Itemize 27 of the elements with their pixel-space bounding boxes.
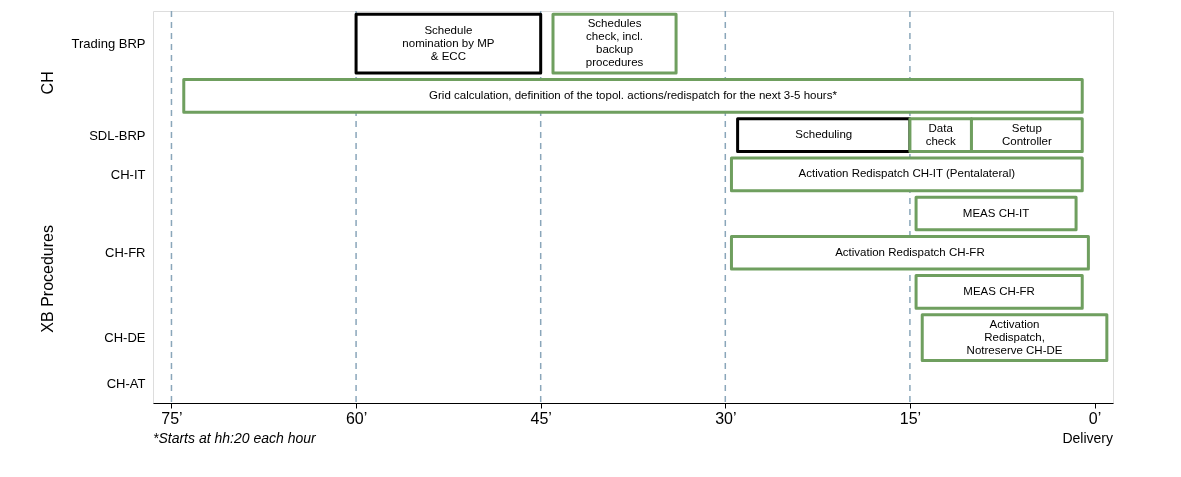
data-label: MEAS CH-IT xyxy=(962,206,1030,219)
data-label: Activation Redispatch CH-IT (Pentalateral) xyxy=(798,167,1016,180)
data-label: Setup Controller xyxy=(1001,121,1052,147)
x-tick-label: 30’ xyxy=(715,409,737,427)
data-label: Schedules check, incl. backup procedures xyxy=(585,17,644,69)
data-label: MEAS CH-FR xyxy=(963,284,1035,297)
text: CH xyxy=(39,71,56,95)
y-tick-label: CH-FR xyxy=(105,245,146,261)
y-tick-label: Trading BRP xyxy=(71,36,146,52)
text: Delivery xyxy=(1062,430,1113,446)
y-tick-label: CH-DE xyxy=(104,330,146,346)
y-tick-label: SDL-BRP xyxy=(89,127,146,143)
data-label: Data check xyxy=(925,121,956,147)
x-tick-label: 75’ xyxy=(161,409,183,427)
y-tick-label: CH-AT xyxy=(106,375,146,391)
y-tick-label: CH-IT xyxy=(110,166,146,182)
text: XB Procedures xyxy=(39,225,56,333)
data-label: Activation Redispatch CH-FR xyxy=(835,245,985,258)
data-label: Activation Redispatch, Notreserve CH-DE xyxy=(966,317,1063,356)
data-label: Scheduling xyxy=(795,128,853,141)
x-tick-label: 15’ xyxy=(899,409,922,427)
data-label: Schedule nomination by MP & ECC xyxy=(402,23,495,62)
x-tick-label: 45’ xyxy=(530,409,552,427)
data-label: Grid calculation, definition of the topol. actions/redispatch for the next 3-5 hours* xyxy=(429,88,838,101)
text: *Starts at hh:20 each hour xyxy=(153,430,317,446)
x-tick-label: 60’ xyxy=(345,409,368,427)
x-tick-label: 0’ xyxy=(1088,409,1102,427)
